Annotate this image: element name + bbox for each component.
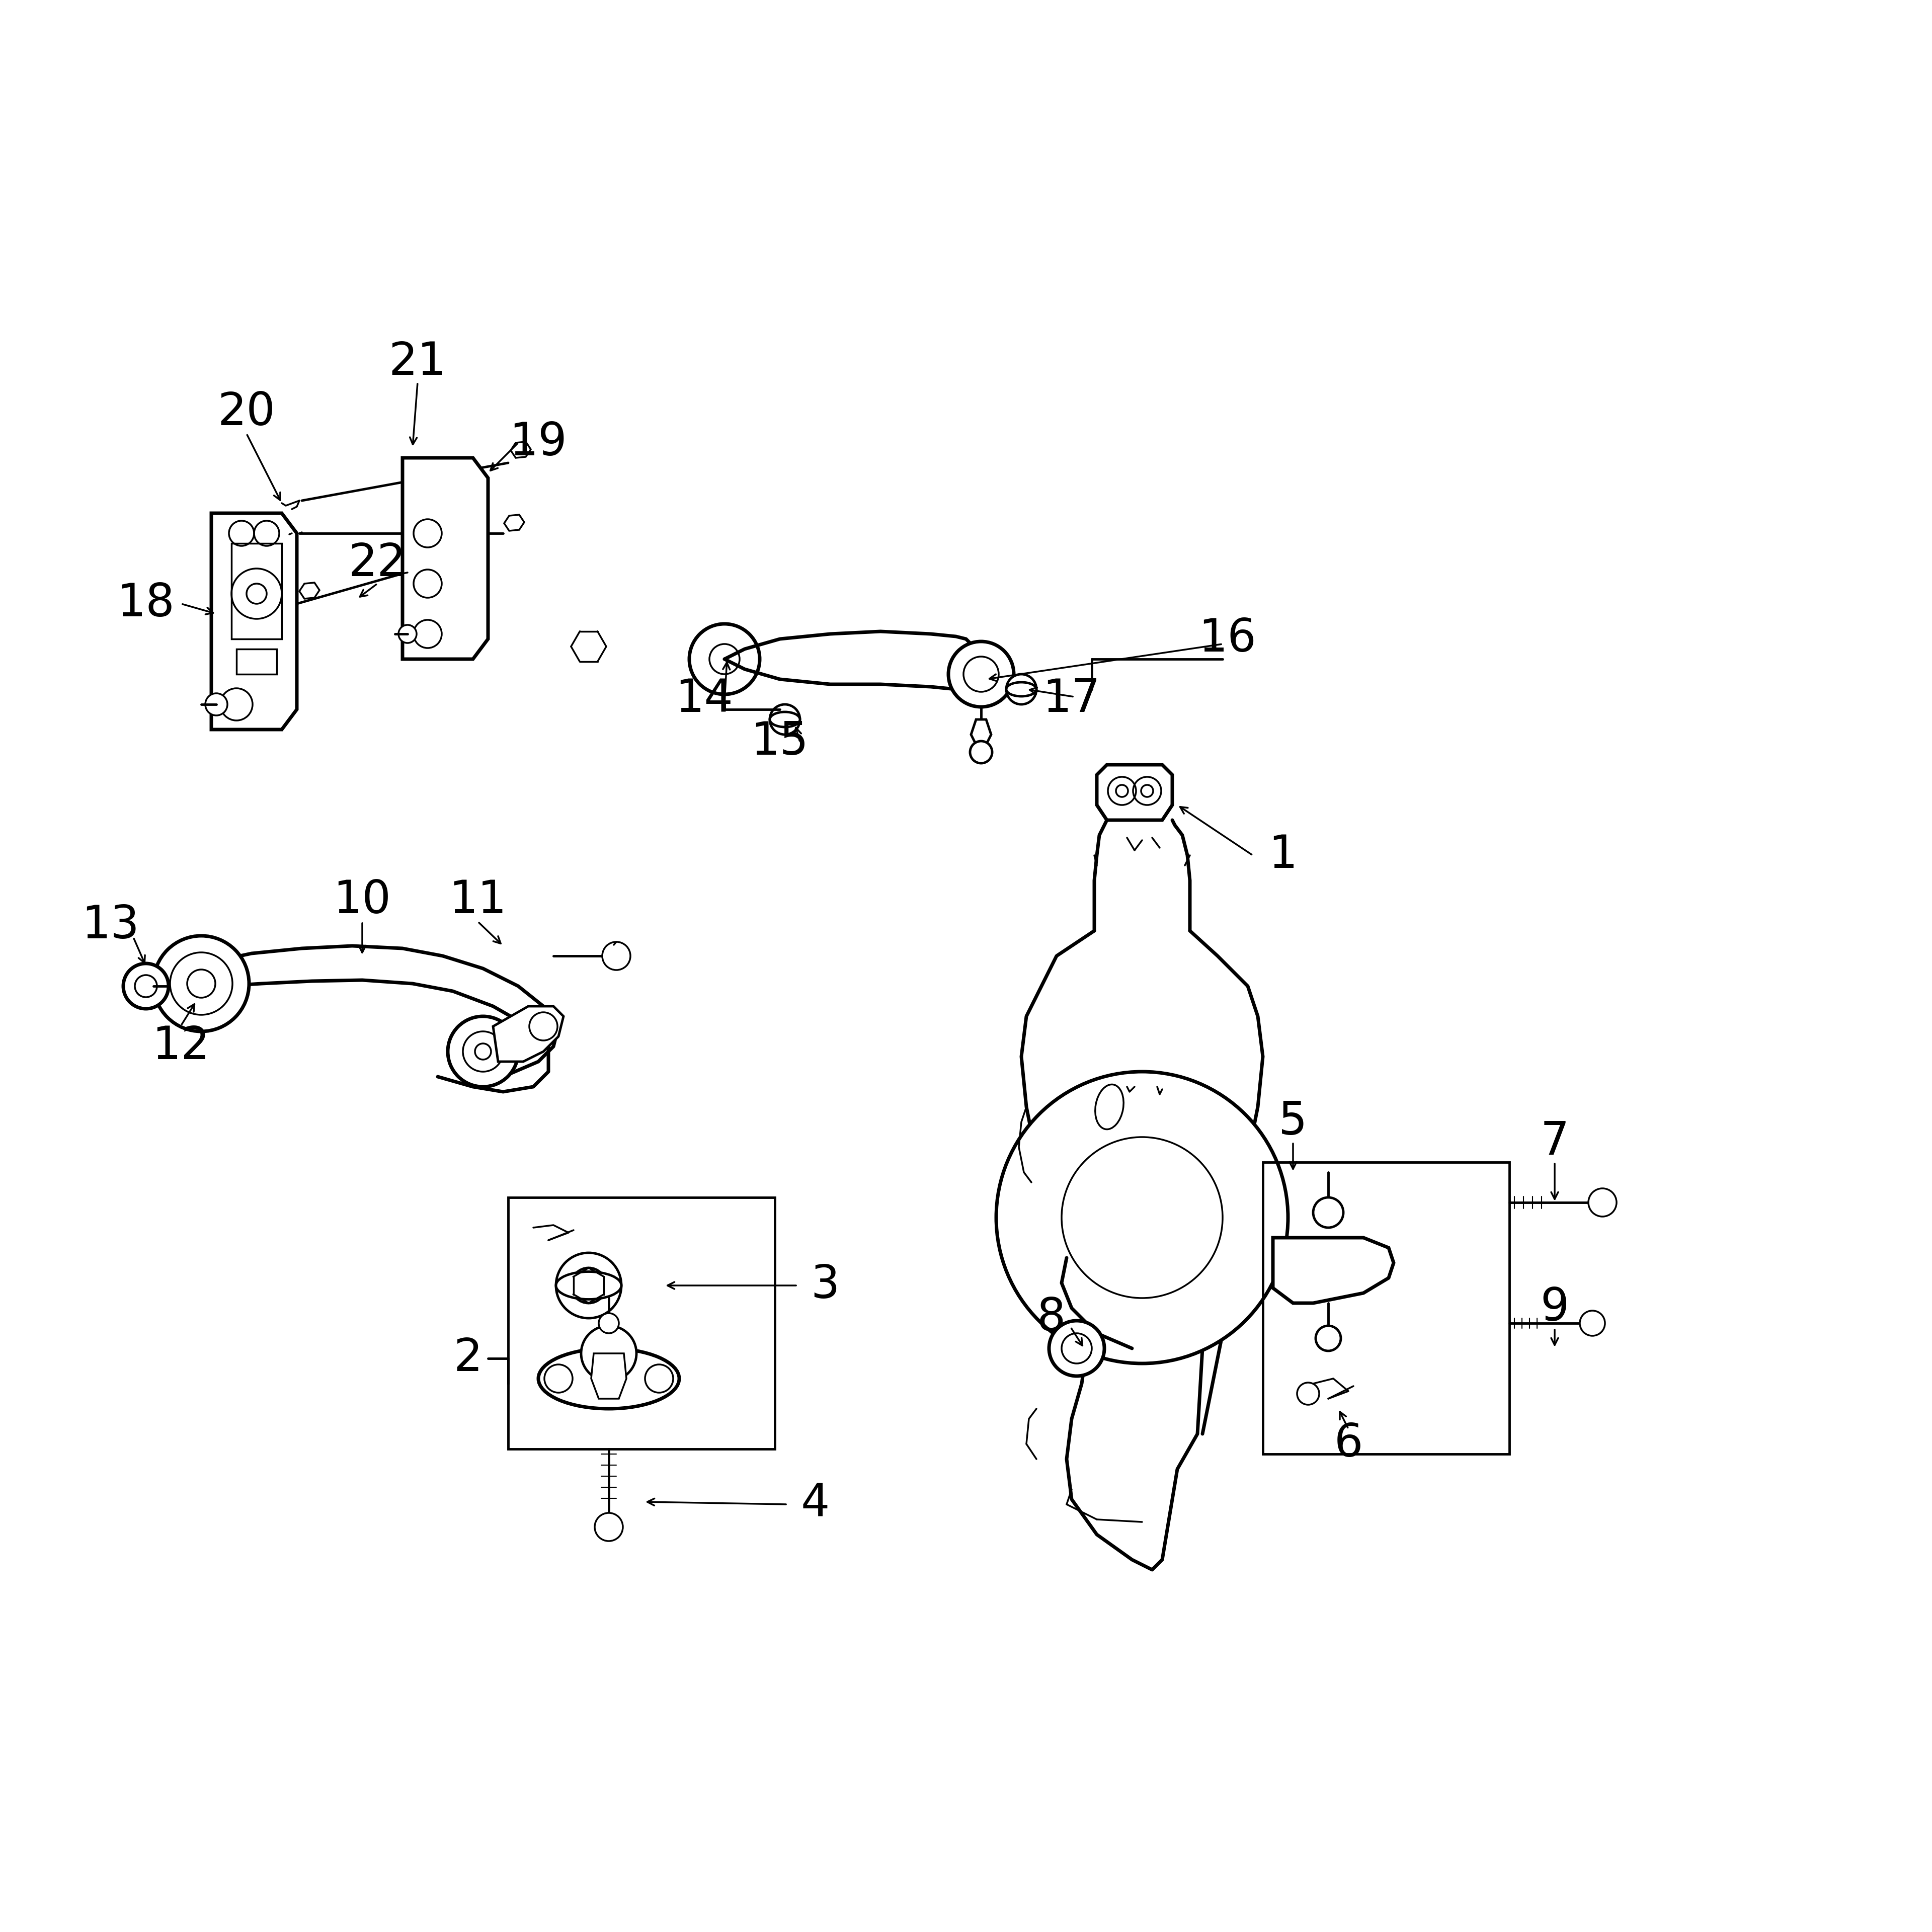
Circle shape [1007, 674, 1036, 705]
Circle shape [997, 1072, 1289, 1364]
Text: 3: 3 [811, 1264, 840, 1308]
Text: 12: 12 [153, 1024, 211, 1068]
Circle shape [153, 935, 249, 1032]
Circle shape [398, 624, 417, 643]
Polygon shape [493, 1007, 564, 1061]
Circle shape [582, 1325, 636, 1381]
Circle shape [1588, 1188, 1617, 1217]
Polygon shape [1097, 765, 1173, 819]
Text: 8: 8 [1037, 1296, 1066, 1341]
Polygon shape [510, 442, 531, 458]
Polygon shape [1273, 1238, 1393, 1302]
Circle shape [599, 1314, 618, 1333]
Circle shape [170, 952, 232, 1014]
Circle shape [949, 641, 1014, 707]
Text: 15: 15 [752, 721, 810, 765]
Ellipse shape [1007, 682, 1036, 696]
Bar [508, 1198, 775, 1449]
Text: 13: 13 [81, 904, 139, 949]
Text: 14: 14 [676, 678, 734, 721]
Circle shape [603, 943, 630, 970]
Polygon shape [299, 583, 319, 599]
Polygon shape [504, 514, 524, 531]
Circle shape [595, 1513, 622, 1542]
Text: 22: 22 [348, 541, 406, 585]
Text: 7: 7 [1540, 1121, 1569, 1165]
Polygon shape [402, 458, 489, 659]
Text: 10: 10 [334, 879, 390, 923]
Circle shape [464, 1032, 502, 1072]
Circle shape [970, 742, 993, 763]
Polygon shape [236, 649, 276, 674]
Circle shape [205, 694, 228, 715]
Circle shape [1049, 1321, 1105, 1376]
Ellipse shape [539, 1349, 680, 1408]
Polygon shape [972, 719, 991, 750]
Circle shape [769, 705, 800, 734]
Circle shape [690, 624, 759, 694]
Ellipse shape [556, 1271, 622, 1300]
Circle shape [1061, 1333, 1092, 1364]
Polygon shape [232, 543, 282, 639]
Polygon shape [211, 514, 298, 730]
Text: 5: 5 [1279, 1099, 1308, 1144]
Circle shape [124, 964, 168, 1009]
Circle shape [645, 1364, 672, 1393]
Text: 19: 19 [510, 421, 568, 466]
Circle shape [556, 1252, 622, 1318]
Circle shape [572, 1267, 607, 1302]
Circle shape [529, 1012, 558, 1041]
Text: 17: 17 [1043, 678, 1101, 721]
Text: 1: 1 [1269, 833, 1298, 877]
Text: 11: 11 [448, 879, 506, 923]
Text: 4: 4 [800, 1482, 829, 1526]
Circle shape [545, 1364, 572, 1393]
Text: 2: 2 [454, 1337, 483, 1381]
Bar [1264, 1163, 1509, 1455]
Circle shape [1296, 1383, 1320, 1405]
Circle shape [1580, 1310, 1605, 1335]
Circle shape [1314, 1198, 1343, 1227]
Ellipse shape [769, 711, 800, 726]
Text: 9: 9 [1540, 1287, 1569, 1331]
Text: 16: 16 [1198, 616, 1256, 661]
Text: 6: 6 [1333, 1422, 1362, 1466]
Text: 18: 18 [118, 582, 174, 626]
Text: 21: 21 [388, 340, 446, 384]
Text: 20: 20 [218, 390, 276, 435]
Circle shape [1316, 1325, 1341, 1350]
Polygon shape [591, 1354, 626, 1399]
Circle shape [448, 1016, 518, 1086]
